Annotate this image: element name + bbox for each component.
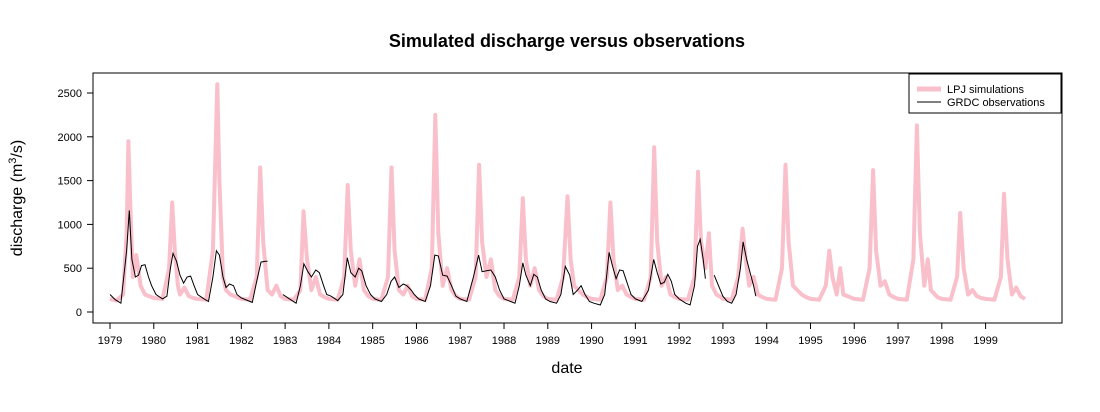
y-tick-label: 2500 [58, 88, 82, 100]
x-tick-label: 1982 [229, 335, 253, 347]
legend: LPJ simulations GRDC observations [908, 73, 1062, 114]
series-grdc-observations-segment [109, 210, 268, 305]
x-tick-label: 1987 [448, 335, 472, 347]
series-layer [109, 82, 1027, 306]
x-tick-label: 1984 [317, 335, 341, 347]
x-tick-label: 1979 [98, 335, 122, 347]
legend-label-grdc: GRDC observations [947, 97, 1045, 109]
series-lpj-simulations [109, 82, 1027, 303]
x-tick-label: 1994 [754, 335, 778, 347]
x-tick-label: 1995 [798, 335, 822, 347]
x-tick-label: 1985 [360, 335, 384, 347]
y-tick-label: 0 [76, 307, 82, 319]
x-tick-label: 1990 [579, 335, 603, 347]
x-tick-label: 1989 [536, 335, 560, 347]
y-axis-label: discharge (m3/s) [7, 140, 26, 256]
legend-box [908, 73, 1062, 114]
series-grdc-observations-segment [713, 241, 757, 304]
x-tick-label: 1999 [973, 335, 997, 347]
y-tick-label: 1500 [58, 176, 82, 188]
x-tick-label: 1986 [404, 335, 428, 347]
legend-label-lpj: LPJ simulations [947, 84, 1025, 96]
x-tick-label: 1996 [842, 335, 866, 347]
y-axis: 0 500 1000 1500 2000 2500 [58, 88, 94, 319]
x-tick-label: 1981 [185, 335, 209, 347]
x-axis: 1979 1980 1981 1982 1983 1984 1985 1986 1987 1988… [98, 322, 998, 347]
x-tick-label: 1988 [492, 335, 516, 347]
x-tick-label: 1991 [623, 335, 647, 347]
x-tick-label: 1998 [930, 335, 954, 347]
x-tick-label: 1992 [667, 335, 691, 347]
y-tick-label: 500 [64, 263, 82, 275]
series-grdc-observations-segment [282, 237, 706, 306]
x-tick-label: 1983 [273, 335, 297, 347]
y-tick-label: 1000 [58, 219, 82, 231]
x-tick-label: 1997 [886, 335, 910, 347]
chart-title: Simulated discharge versus observations [389, 31, 745, 51]
x-axis-label: date [551, 360, 582, 377]
x-tick-label: 1993 [711, 335, 735, 347]
y-tick-label: 2000 [58, 132, 82, 144]
x-tick-label: 1980 [142, 335, 166, 347]
